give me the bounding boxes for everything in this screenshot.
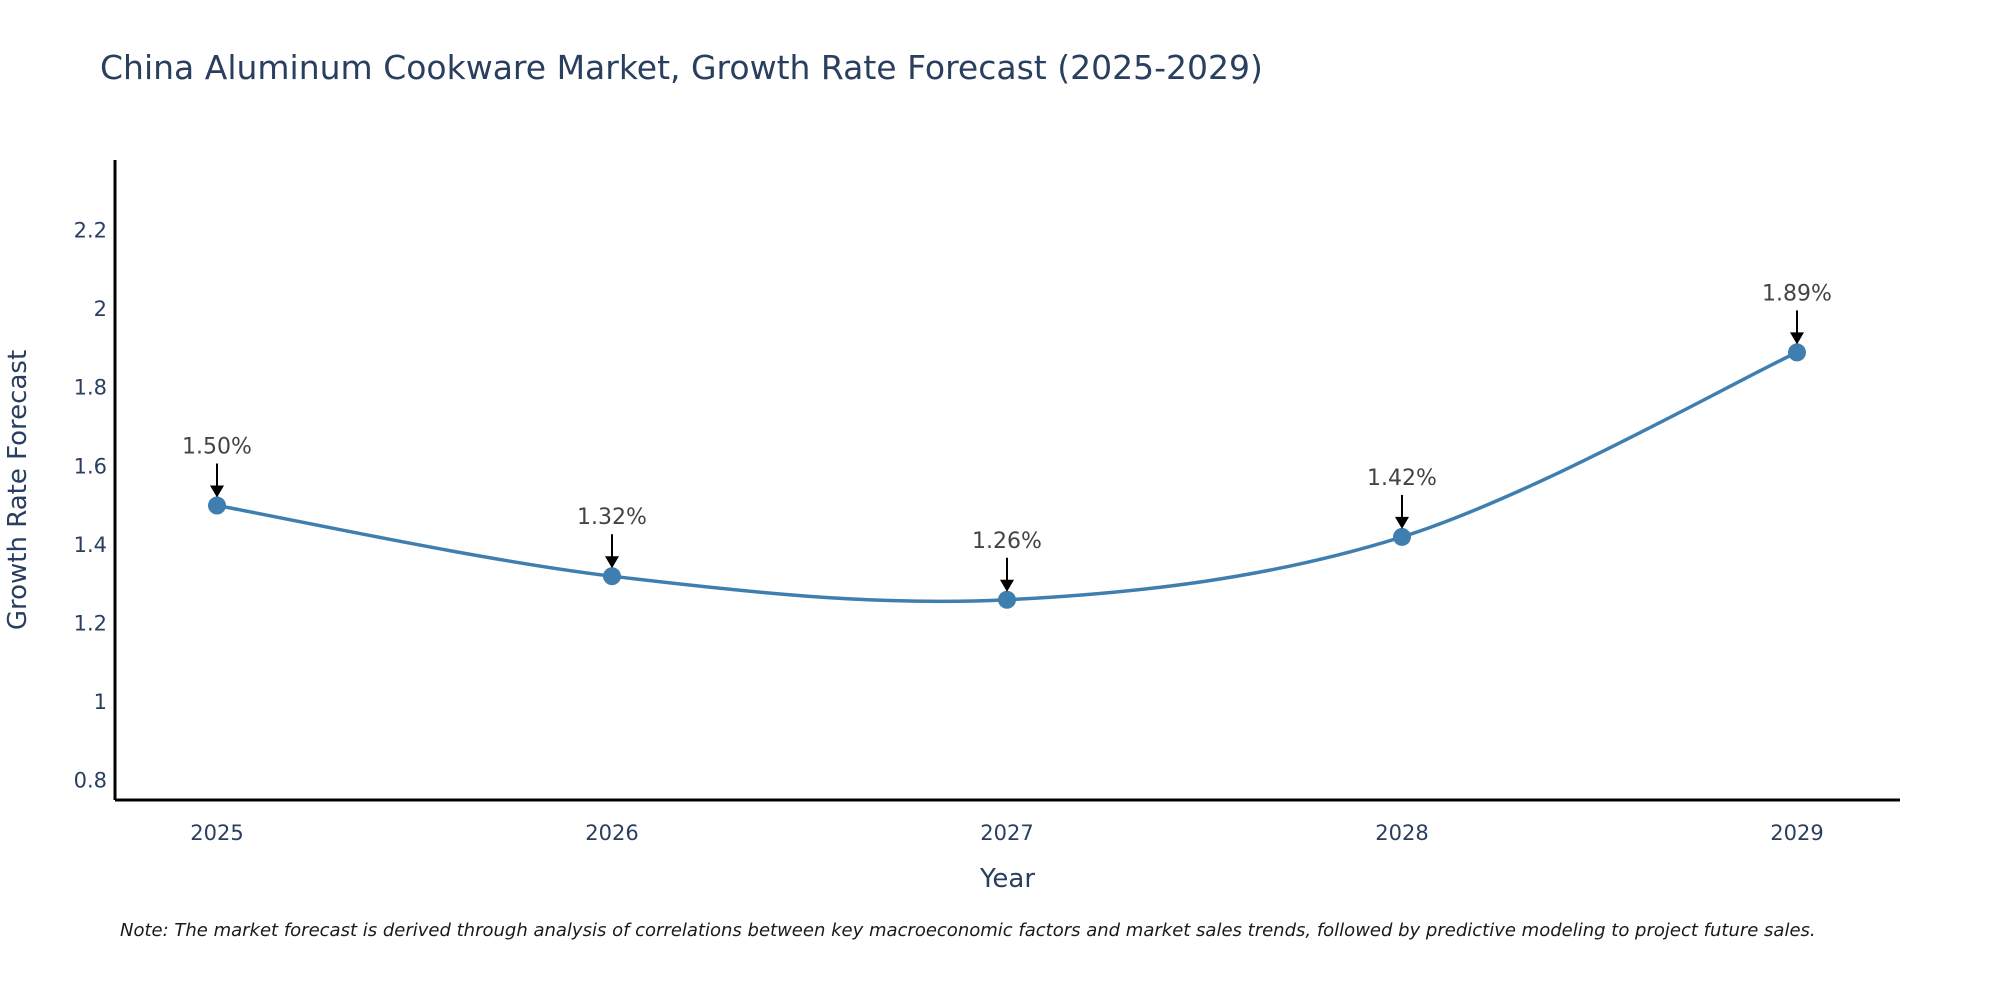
y-axis-title: Growth Rate Forecast [3,350,33,630]
y-tick-label: 1 [94,690,107,714]
x-tick-label: 2025 [190,821,243,845]
data-point [1788,343,1806,362]
x-tick-label: 2029 [1770,821,1823,845]
data-point [603,567,621,586]
y-tick-label: 1.4 [74,533,107,557]
data-label: 1.26% [972,529,1042,554]
annotation-arrow-head [1790,332,1804,345]
annotation-arrow-head [605,556,619,569]
y-tick-label: 2 [94,297,107,321]
x-tick-label: 2027 [980,821,1033,845]
annotation-arrow-head [1395,516,1409,529]
data-point [998,590,1016,609]
annotation-arrow-head [1000,579,1014,592]
y-tick-label: 1.8 [74,376,107,400]
chart-title: China Aluminum Cookware Market, Growth R… [100,48,1263,87]
data-label: 1.32% [577,505,647,530]
axes: 0.8 1 1.2 1.4 1.6 1.8 2 2.2 2025 2026 2027 2028 2029… [3,160,1900,894]
y-tick-label: 1.2 [74,611,107,635]
data-marks: 1.50% 1.32% 1.26% 1.42% 1.89% [182,281,1832,609]
footnote: Note: The market forecast is derived thr… [120,920,1816,941]
data-label: 1.50% [182,435,252,460]
annotation-arrow-head [210,485,224,498]
data-point [208,496,226,515]
data-label: 1.89% [1762,281,1832,306]
y-tick-label: 0.8 [74,768,107,792]
x-tick-label: 2028 [1375,821,1428,845]
x-tick-label: 2026 [585,821,638,845]
data-label: 1.42% [1367,466,1437,491]
data-point [1393,527,1411,546]
x-axis-title: Year [979,864,1035,894]
y-tick-label: 2.2 [74,219,107,243]
y-tick-label: 1.6 [74,454,107,478]
